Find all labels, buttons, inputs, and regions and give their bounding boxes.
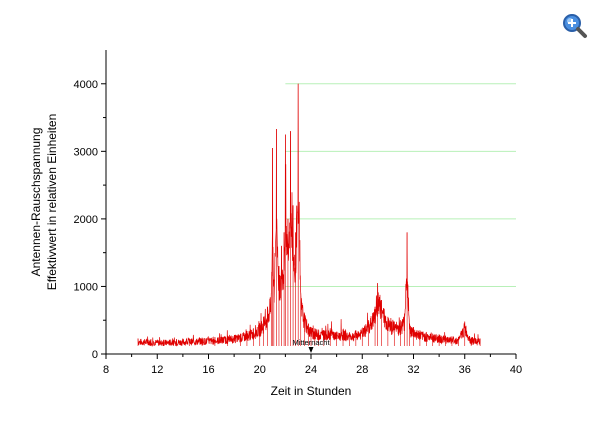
- x-axis-title: Zeit in Stunden: [271, 384, 352, 398]
- y-tick-label-4: 4000: [74, 79, 98, 91]
- y-tick-label-3: 3000: [74, 146, 98, 158]
- y-tick-label-2: 2000: [74, 214, 98, 226]
- zoom-in-icon[interactable]: [560, 12, 588, 40]
- series-layer: [137, 83, 481, 348]
- x-tick-label-1: 12: [151, 364, 163, 376]
- y-axis-title-line-1: Antennen-Rauschspannung: [29, 128, 43, 277]
- x-tick-label-8: 40: [510, 364, 522, 376]
- x-tick-label-7: 36: [459, 364, 471, 376]
- x-tick-label-0: 8: [103, 364, 109, 376]
- series-line-0: [137, 83, 481, 348]
- y-tick-label-1: 1000: [74, 281, 98, 293]
- y-axis-title-line-2: Effektivwert in relativen Einheiten: [45, 114, 59, 291]
- x-tick-label-3: 20: [254, 364, 266, 376]
- grid-lines: [285, 83, 516, 287]
- axes: [105, 50, 516, 355]
- annotations: Mitternacht: [292, 338, 330, 353]
- y-tick-label-0: 0: [92, 349, 98, 361]
- x-tick-label-5: 28: [356, 364, 368, 376]
- x-tick-label-6: 32: [407, 364, 419, 376]
- annotation-marker-0: [308, 347, 314, 353]
- annotation-label-0: Mitternacht: [292, 338, 330, 347]
- ticks: 0 1000 2000 3000 4000 8 12 16 20 24 28 32 36 40: [74, 79, 523, 376]
- x-tick-label-4: 24: [305, 364, 317, 376]
- x-tick-label-2: 16: [202, 364, 214, 376]
